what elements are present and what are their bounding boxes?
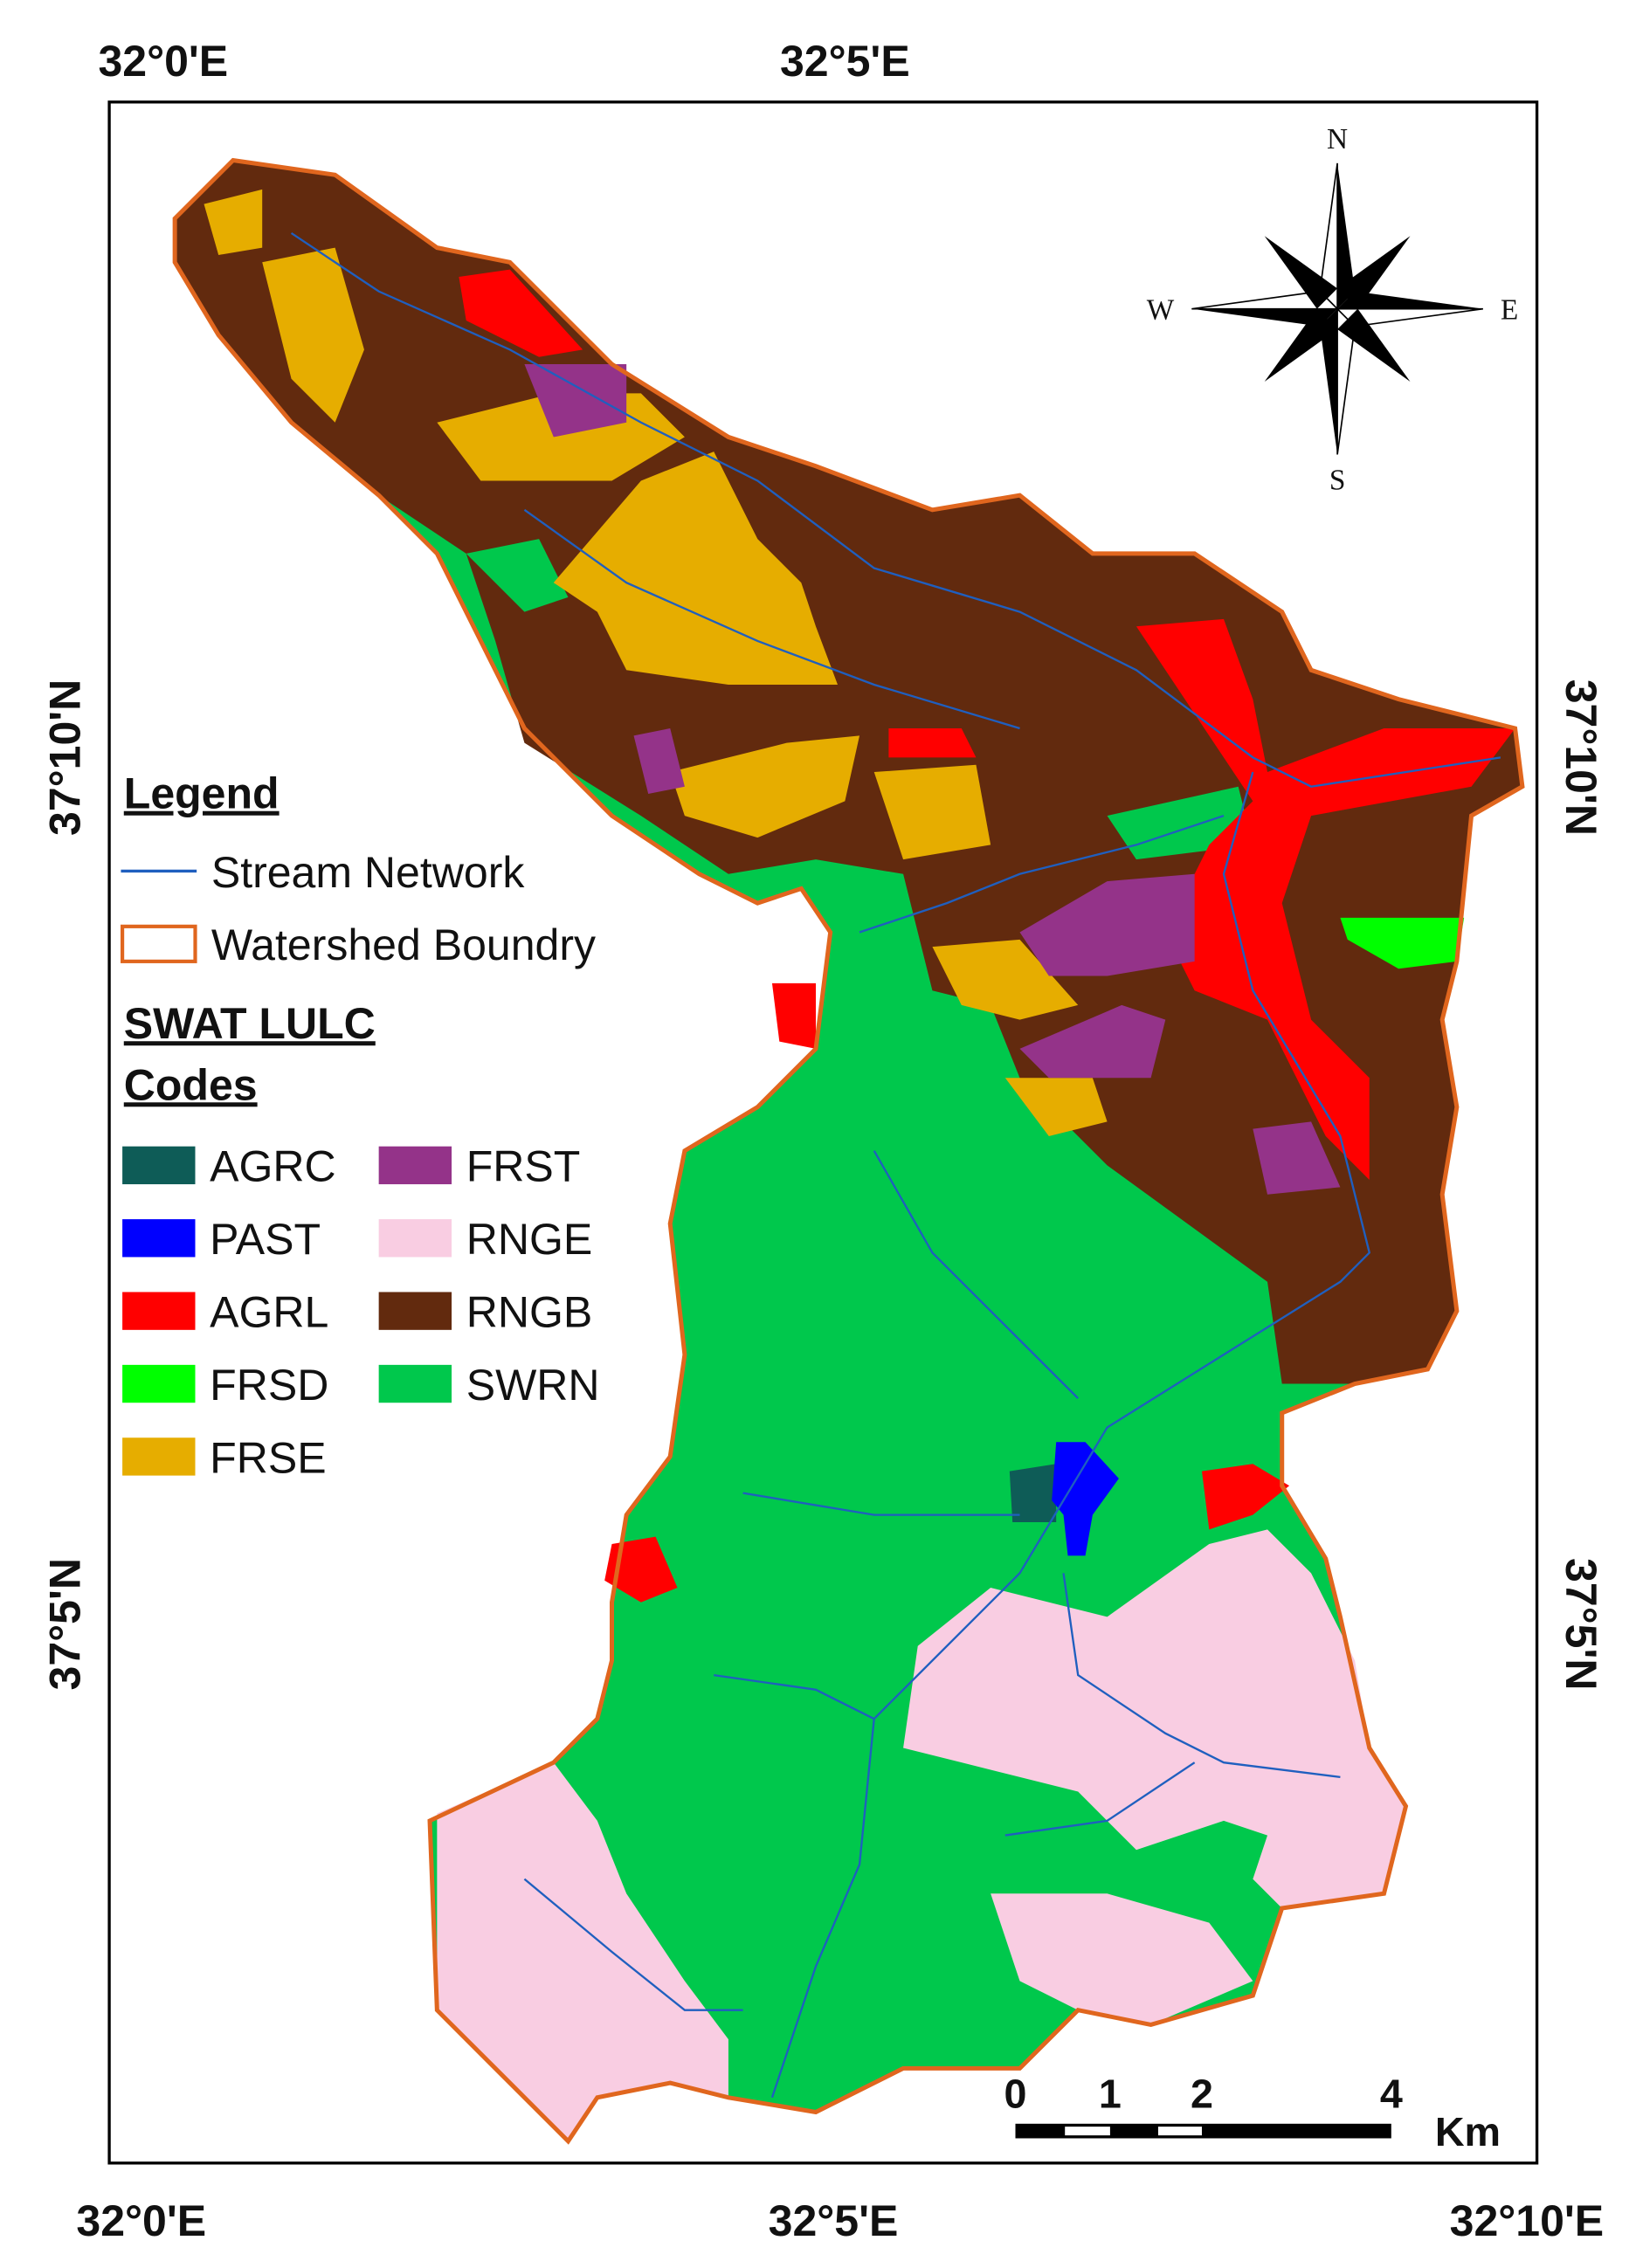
coordinate-label: 32°5'E — [769, 2196, 899, 2245]
legend-class-label: FRST — [466, 1142, 581, 1191]
coordinate-label: 37°10'N — [41, 679, 90, 836]
frst-area — [1019, 873, 1195, 976]
frst-area — [633, 728, 685, 795]
coordinate-label: 32°0'E — [76, 2196, 206, 2245]
frse-area — [553, 452, 839, 685]
compass-west: W — [1147, 293, 1175, 326]
legend-class-label: FRSD — [210, 1361, 328, 1410]
legend-label: Stream Network — [211, 848, 526, 897]
stream — [714, 1673, 875, 1720]
past-area — [1052, 1442, 1119, 1556]
legend-class-label: AGRL — [210, 1287, 328, 1336]
land-cover — [175, 160, 1522, 2141]
compass-point — [1336, 307, 1483, 327]
compass-point — [1337, 291, 1483, 309]
scale-label: 4 — [1380, 2071, 1403, 2116]
agrl-area — [604, 1536, 678, 1603]
scale-label: 2 — [1191, 2071, 1213, 2116]
legend-swatch — [378, 1146, 452, 1185]
frse-area — [670, 735, 860, 838]
frse-area — [873, 764, 991, 860]
scale-bar — [1015, 2123, 1391, 2139]
lulc-title: Codes — [124, 1060, 258, 1109]
compass-rose: N S W E — [1147, 123, 1518, 496]
stream — [873, 1150, 1080, 1400]
frse-area — [932, 939, 1079, 1020]
frse-area — [262, 247, 364, 423]
legend-swatch — [378, 1364, 452, 1403]
compass-point — [1191, 290, 1340, 310]
rnge-area — [437, 1762, 728, 2141]
frse-area — [204, 189, 263, 255]
frsd-area — [1340, 917, 1465, 969]
stream — [859, 814, 1225, 934]
legend-class-label: FRSE — [210, 1433, 326, 1482]
legend-swatch — [378, 1219, 452, 1258]
legend-boundary-symbol — [121, 924, 197, 963]
legend-label: Watershed Boundry — [211, 920, 596, 969]
legend-swatch — [122, 1292, 196, 1330]
stream — [523, 508, 1020, 730]
compass-east: E — [1501, 293, 1518, 326]
coordinate-label: 37°5'N — [1557, 1558, 1605, 1690]
legend-class-label: AGRC — [210, 1142, 336, 1191]
legend-swatch — [122, 1437, 196, 1476]
frst-area — [1019, 1004, 1166, 1079]
agrl-area — [771, 982, 816, 1049]
swrn-area — [466, 539, 569, 612]
compass-point — [1337, 308, 1411, 383]
agrl-area — [1201, 1464, 1290, 1530]
scale-label: 1 — [1099, 2071, 1122, 2116]
legend-title: Legend — [124, 769, 280, 818]
frst-area — [524, 364, 627, 438]
legend-class-label: PAST — [210, 1215, 321, 1264]
stream-network — [290, 231, 1501, 2099]
legend-class-label: RNGE — [466, 1215, 593, 1264]
compass-point — [1337, 162, 1356, 309]
stream — [290, 231, 1501, 788]
agrc-area — [1009, 1464, 1057, 1522]
compass-north: N — [1327, 123, 1348, 155]
coordinate-label: 37°10'N — [1557, 679, 1605, 836]
watershed-boundary — [172, 157, 1525, 2145]
coordinate-label: 37°5'N — [41, 1558, 90, 1690]
legend-swatch — [122, 1146, 196, 1185]
stream — [1004, 1761, 1196, 1837]
legend-swatch — [122, 1364, 196, 1403]
stream — [523, 1878, 743, 2011]
scale-bar-segment — [1065, 2127, 1110, 2136]
stream — [1062, 1573, 1341, 1779]
legend-swatch — [122, 1219, 196, 1258]
frse-area — [1004, 1078, 1108, 1137]
map-frame — [107, 100, 1539, 2165]
compass-point — [1191, 308, 1338, 327]
scale-unit: Km — [1435, 2109, 1501, 2154]
legend-class-label: SWRN — [466, 1361, 600, 1410]
stream — [770, 771, 1371, 2099]
agrl-area — [888, 728, 977, 758]
coordinate-label: 32°10'E — [1450, 2196, 1605, 2245]
rnge-area — [991, 1893, 1253, 2025]
agrl-area — [1136, 618, 1515, 1181]
rnge-area — [903, 1529, 1406, 1908]
coordinate-label: 32°5'E — [780, 37, 910, 86]
compass-point — [1337, 236, 1411, 309]
frst-area — [1253, 1121, 1341, 1195]
scale-label: 0 — [1004, 2071, 1027, 2116]
coordinate-label: 32°0'E — [98, 37, 228, 86]
compass-point — [1264, 236, 1338, 309]
compass-point — [1320, 308, 1338, 455]
agrl-area — [459, 269, 583, 357]
legend-swatch — [378, 1292, 452, 1330]
lulc-title: SWAT LULC — [124, 999, 376, 1048]
compass-south: S — [1329, 464, 1346, 496]
scale-bar-segment — [1157, 2127, 1202, 2136]
legend-class-label: RNGB — [466, 1287, 593, 1336]
stream — [742, 1492, 1020, 1516]
compass-point — [1264, 308, 1338, 383]
